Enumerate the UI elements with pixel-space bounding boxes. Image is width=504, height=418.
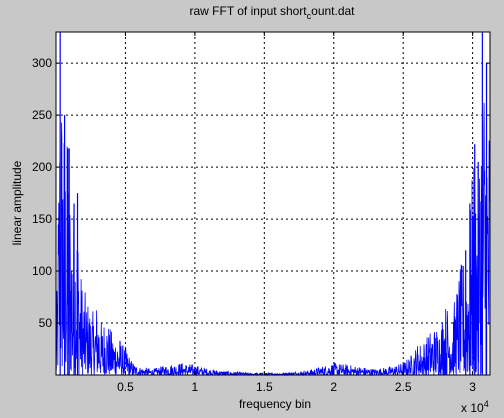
title-prefix: raw FFT of input short xyxy=(189,4,307,18)
x-axis-label: frequency bin xyxy=(239,397,311,411)
x-tick-label: 2 xyxy=(330,380,337,394)
x-exponent-label: x 104 xyxy=(461,399,489,415)
x-tick-label: 2.5 xyxy=(395,380,412,394)
tick-labels: 0.5 1 1.5 2 2.5 3 50 100 150 200 250 300 xyxy=(32,56,476,394)
title-suffix: ount.dat xyxy=(311,4,355,18)
y-tick-label: 100 xyxy=(32,264,52,278)
y-tick-label: 150 xyxy=(32,212,52,226)
chart-title: raw FFT of input shortcount.dat xyxy=(189,4,355,21)
title-subscript: c xyxy=(307,11,312,21)
y-tick-label: 200 xyxy=(32,160,52,174)
ticks xyxy=(56,32,490,375)
x-tick-label: 0.5 xyxy=(117,380,134,394)
axes-background xyxy=(56,32,490,375)
y-tick-label: 250 xyxy=(32,108,52,122)
grid xyxy=(56,32,490,375)
y-tick-label: 50 xyxy=(39,316,53,330)
x-exponent-power: 4 xyxy=(484,399,489,409)
y-tick-label: 300 xyxy=(32,56,52,70)
x-tick-label: 1 xyxy=(192,380,199,394)
x-tick-label: 3 xyxy=(469,380,476,394)
x-exponent-base: x 10 xyxy=(461,401,484,415)
axes-frame xyxy=(55,31,491,376)
x-tick-label: 1.5 xyxy=(256,380,273,394)
y-axis-label: linear amplitude xyxy=(10,160,24,245)
